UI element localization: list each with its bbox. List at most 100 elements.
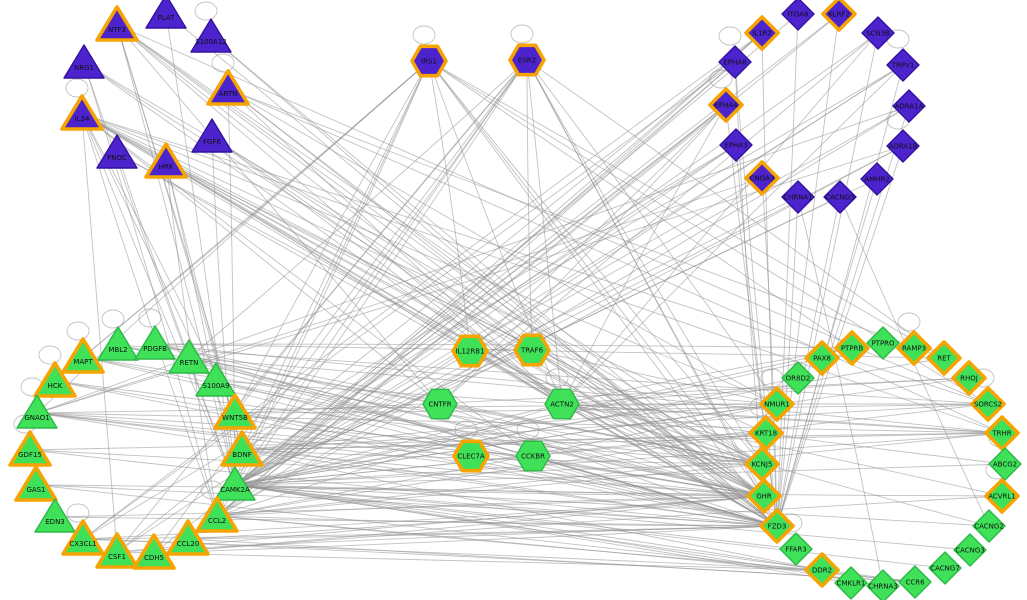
node-GAS1[interactable]: GAS1	[14, 465, 58, 502]
node-ABCG2[interactable]: ABCG2	[988, 447, 1022, 481]
hexagon-node-shape[interactable]	[422, 388, 458, 420]
diamond-node-shape[interactable]	[953, 533, 987, 567]
diamond-node-shape[interactable]	[748, 415, 784, 451]
node-CACNG2[interactable]: CACNG2	[972, 509, 1006, 543]
diamond-node-shape[interactable]	[746, 478, 782, 514]
node-PLAT[interactable]: PLAT	[145, 0, 187, 29]
triangle-node-shape[interactable]	[145, 0, 187, 29]
diamond-node-shape[interactable]	[886, 48, 920, 82]
node-ADRA1A[interactable]: ADRA1A	[892, 89, 926, 123]
hexagon-node-shape[interactable]	[451, 334, 489, 368]
triangle-node-shape[interactable]	[166, 519, 210, 556]
triangle-node-shape[interactable]	[191, 118, 233, 153]
triangle-node-shape[interactable]	[195, 362, 237, 397]
hexagon-node-shape[interactable]	[515, 440, 551, 472]
diamond-node-shape[interactable]	[804, 340, 840, 376]
node-KLRF2[interactable]: KLRF2	[821, 0, 857, 32]
node-ESR2[interactable]: ESR2	[508, 43, 546, 77]
node-CHRNA3[interactable]: CHRNA3	[866, 569, 900, 600]
diamond-node-shape[interactable]	[860, 162, 894, 196]
triangle-node-shape[interactable]	[60, 94, 104, 131]
triangle-node-shape[interactable]	[96, 134, 138, 169]
diamond-node-shape[interactable]	[984, 415, 1020, 451]
node-IL1R2[interactable]: IL1R2	[744, 15, 780, 51]
node-PTPRB[interactable]: PTPRB	[834, 330, 870, 366]
diamond-node-shape[interactable]	[972, 509, 1006, 543]
triangle-node-shape[interactable]	[63, 44, 105, 79]
triangle-node-shape[interactable]	[220, 430, 264, 467]
node-RAMP3[interactable]: RAMP3	[896, 330, 932, 366]
triangle-node-shape[interactable]	[14, 465, 58, 502]
diamond-node-shape[interactable]	[834, 566, 868, 600]
diamond-node-shape[interactable]	[988, 447, 1022, 481]
triangle-node-shape[interactable]	[213, 393, 257, 430]
node-CACNG3[interactable]: CACNG3	[953, 533, 987, 567]
node-PDGFB[interactable]: PDGFB	[134, 325, 176, 360]
node-TRHR[interactable]: TRHR	[984, 415, 1020, 451]
diamond-node-shape[interactable]	[926, 340, 962, 376]
node-IL12RB1[interactable]: IL12RB1	[451, 334, 489, 368]
node-MBL2[interactable]: MBL2	[97, 326, 139, 361]
diamond-node-shape[interactable]	[896, 330, 932, 366]
node-ACVRL1[interactable]: ACVRL1	[984, 478, 1020, 514]
diamond-node-shape[interactable]	[719, 128, 753, 162]
node-NTF3[interactable]: NTF3	[95, 5, 139, 42]
diamond-node-shape[interactable]	[823, 180, 857, 214]
diamond-node-shape[interactable]	[928, 551, 962, 585]
triangle-node-shape[interactable]	[195, 496, 239, 533]
node-GDF15[interactable]: GDF15	[8, 430, 52, 467]
hexagon-node-shape[interactable]	[452, 439, 490, 473]
node-EPHA8[interactable]: EPHA8	[718, 45, 752, 79]
node-DDR2[interactable]: DDR2	[804, 552, 840, 588]
node-RET[interactable]: RET	[926, 340, 962, 376]
triangle-node-shape[interactable]	[97, 326, 139, 361]
node-S100A12[interactable]: S100A12	[190, 18, 232, 53]
diamond-node-shape[interactable]	[866, 569, 900, 600]
node-CCR6[interactable]: CCR6	[898, 565, 932, 599]
diamond-node-shape[interactable]	[744, 446, 780, 482]
diamond-node-shape[interactable]	[759, 508, 795, 544]
node-ITGA8[interactable]: ITGA8	[781, 0, 815, 31]
triangle-node-shape[interactable]	[61, 519, 105, 556]
node-RHOJ[interactable]: RHOJ	[951, 360, 987, 396]
diamond-node-shape[interactable]	[708, 87, 744, 123]
hexagon-node-shape[interactable]	[410, 44, 448, 78]
node-IRS1[interactable]: IRS1	[410, 44, 448, 78]
triangle-node-shape[interactable]	[190, 18, 232, 53]
triangle-node-shape[interactable]	[61, 337, 105, 374]
diamond-node-shape[interactable]	[781, 0, 815, 31]
triangle-node-shape[interactable]	[8, 430, 52, 467]
diamond-node-shape[interactable]	[984, 478, 1020, 514]
triangle-node-shape[interactable]	[206, 69, 250, 106]
node-MAPT[interactable]: MAPT	[61, 337, 105, 374]
hexagon-node-shape[interactable]	[544, 388, 580, 420]
diamond-node-shape[interactable]	[781, 180, 815, 214]
diamond-node-shape[interactable]	[821, 0, 857, 32]
diamond-node-shape[interactable]	[866, 326, 900, 360]
diamond-node-shape[interactable]	[804, 552, 840, 588]
diamond-node-shape[interactable]	[970, 386, 1006, 422]
triangle-node-shape[interactable]	[168, 339, 210, 374]
triangle-node-shape[interactable]	[95, 5, 139, 42]
diamond-node-shape[interactable]	[759, 386, 795, 422]
diamond-node-shape[interactable]	[718, 45, 752, 79]
diamond-node-shape[interactable]	[951, 360, 987, 396]
triangle-node-shape[interactable]	[33, 361, 77, 398]
node-NRG1[interactable]: NRG1	[63, 44, 105, 79]
hexagon-node-shape[interactable]	[513, 333, 551, 367]
node-KRT18[interactable]: KRT18	[748, 415, 784, 451]
node-CNGA3[interactable]: CNGA3	[744, 160, 780, 196]
triangle-node-shape[interactable]	[132, 533, 176, 570]
node-EDN3[interactable]: EDN3	[34, 498, 76, 533]
hexagon-node-shape[interactable]	[508, 43, 546, 77]
diamond-node-shape[interactable]	[834, 330, 870, 366]
diamond-node-shape[interactable]	[744, 15, 780, 51]
node-CACNG7[interactable]: CACNG7	[928, 551, 962, 585]
node-ADRA1B[interactable]: ADRA1B	[886, 129, 920, 163]
triangle-node-shape[interactable]	[34, 498, 76, 533]
diamond-node-shape[interactable]	[861, 16, 895, 50]
node-SORCS2[interactable]: SORCS2	[970, 386, 1006, 422]
node-FFAR3[interactable]: FFAR3	[779, 532, 813, 566]
diamond-node-shape[interactable]	[781, 361, 815, 395]
